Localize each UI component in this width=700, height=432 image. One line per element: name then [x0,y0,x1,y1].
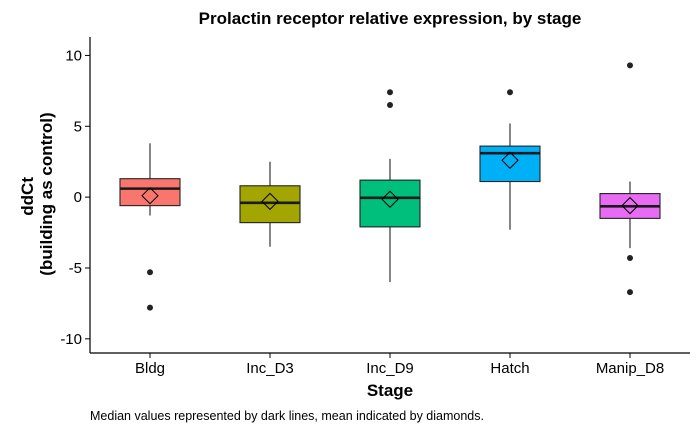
box-body [239,185,301,224]
box-inc-d3 [239,161,301,247]
y-tick-label: -10 [60,331,82,348]
x-tick-label: Inc_D3 [246,360,294,377]
y-tick-label: 0 [74,189,82,206]
outlier-point [507,89,513,96]
y-tick-label: 5 [74,118,82,135]
y-axis-title-line-2: (building as control) [37,112,56,275]
y-axis-title-line-1: ddCt [18,177,37,216]
mean-diamond [621,196,639,215]
y-tick-label: 10 [65,47,82,64]
mean-diamond [261,192,279,211]
outlier-point [627,289,633,296]
y-axis-title: ddCt (building as control) [18,112,56,275]
box-manip-d8 [599,62,661,296]
x-tick-label: Hatch [490,360,529,377]
outlier-point [627,255,633,262]
box-hatch [479,89,541,230]
chart-caption: Median values represented by dark lines,… [90,409,484,423]
outlier-point [147,304,153,311]
outlier-point [387,102,393,109]
x-axis-title: Stage [367,381,413,400]
box-bldg [119,143,181,311]
outlier-point [387,89,393,96]
box-series [119,62,661,311]
box-body [119,178,181,207]
outlier-point [147,269,153,276]
mean-diamond [141,187,159,205]
x-axis-ticks: Bldg Inc_D3 Inc_D9 Hatch Manip_D8 [135,353,664,377]
mean-diamond [381,190,399,208]
chart-title: Prolactin receptor relative expression, … [199,9,582,28]
mean-diamond [501,151,519,169]
outlier-point [627,62,633,69]
box-body [479,145,541,183]
y-tick-label: -5 [69,260,82,277]
x-tick-label: Bldg [135,360,165,377]
box-body [359,179,421,228]
box-inc-d9 [359,89,421,283]
x-tick-label: Manip_D8 [596,360,664,377]
y-axis-ticks: -10 -5 0 5 10 [60,47,90,348]
x-tick-label: Inc_D9 [366,360,414,377]
